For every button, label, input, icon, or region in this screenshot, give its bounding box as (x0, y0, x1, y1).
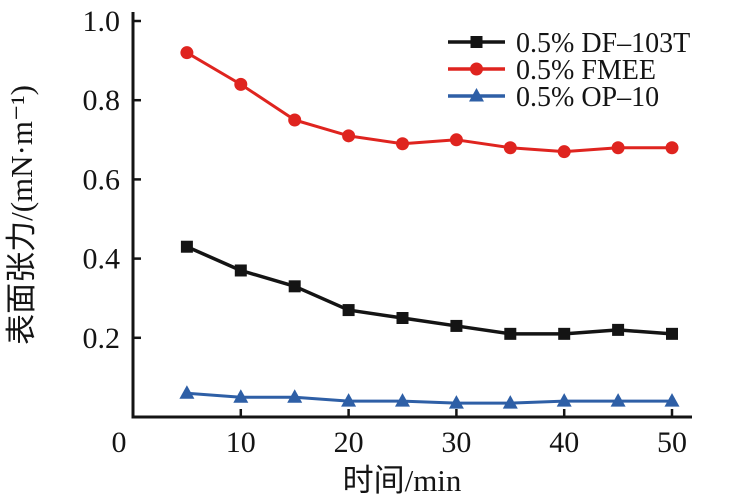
series-1-marker (288, 113, 302, 127)
y-tick-label: 0.8 (83, 84, 121, 117)
series-2-marker (341, 393, 357, 407)
y-axis-title: 表面张力/(mN·m⁻¹) (4, 85, 39, 345)
series-0-group (180, 240, 678, 340)
y-tick-label: 1.0 (83, 5, 121, 38)
series-2-marker (556, 393, 572, 407)
series-1-marker (342, 129, 356, 143)
x-tick-label: 10 (226, 426, 256, 459)
series-2-line (186, 391, 672, 405)
series-2-marker (448, 395, 464, 409)
legend-item-2: 0.5% OP–10 (448, 82, 659, 113)
series-0-marker (612, 323, 625, 336)
series-0-marker (288, 280, 301, 293)
legend-label-1: 0.5% FMEE (516, 55, 656, 86)
legend-item-1: 0.5% FMEE (448, 55, 656, 86)
series-0-marker (396, 312, 409, 324)
series-0-marker (558, 327, 571, 340)
series-1-line (186, 51, 672, 154)
series-1-marker (557, 145, 571, 159)
chart-generated-content: 10 20 30 40 500.20.40.60.81.000.5% DF–103T0.… (83, 5, 692, 459)
legend-marker-2 (469, 88, 484, 102)
series-1-marker (503, 141, 517, 155)
legend-marker-0 (470, 36, 483, 48)
series-2-marker (664, 393, 680, 407)
series-1-marker (665, 141, 679, 155)
series-0-marker (234, 264, 247, 277)
series-1-marker (449, 133, 463, 147)
series-1-marker (396, 137, 409, 151)
origin-tick-label: 0 (112, 426, 127, 459)
series-0-marker (666, 327, 678, 340)
series-1-marker (611, 141, 625, 155)
series-2-marker (610, 393, 626, 407)
legend-label-0: 0.5% DF–103T (516, 28, 690, 59)
y-tick-label: 0.4 (83, 243, 121, 276)
x-tick-label: 20 (334, 426, 364, 459)
y-tick-label: 0.2 (83, 322, 121, 355)
legend-marker-1 (470, 62, 483, 76)
series-0-marker (180, 240, 193, 253)
series-0-line (186, 245, 673, 336)
series-1-marker (180, 46, 194, 60)
series-2-marker (179, 385, 195, 399)
series-0-marker (450, 319, 463, 332)
x-tick-label: 50 (657, 426, 687, 459)
series-0-marker (504, 327, 517, 340)
series-2-marker (502, 395, 518, 409)
series-2-marker (287, 389, 303, 403)
series-0-marker (342, 304, 355, 317)
legend-item-0: 0.5% DF–103T (448, 28, 690, 59)
series-1-marker (234, 77, 248, 91)
series-1-group (180, 46, 679, 159)
y-tick-label: 0.6 (83, 163, 121, 196)
legend-label-2: 0.5% OP–10 (516, 82, 659, 113)
x-tick-label: 30 (441, 426, 471, 459)
series-2-marker (395, 393, 410, 407)
x-tick-label: 40 (549, 426, 579, 459)
series-2-marker (233, 389, 249, 403)
series-2-group (179, 385, 680, 409)
x-axis-title: 时间/min (343, 463, 462, 498)
